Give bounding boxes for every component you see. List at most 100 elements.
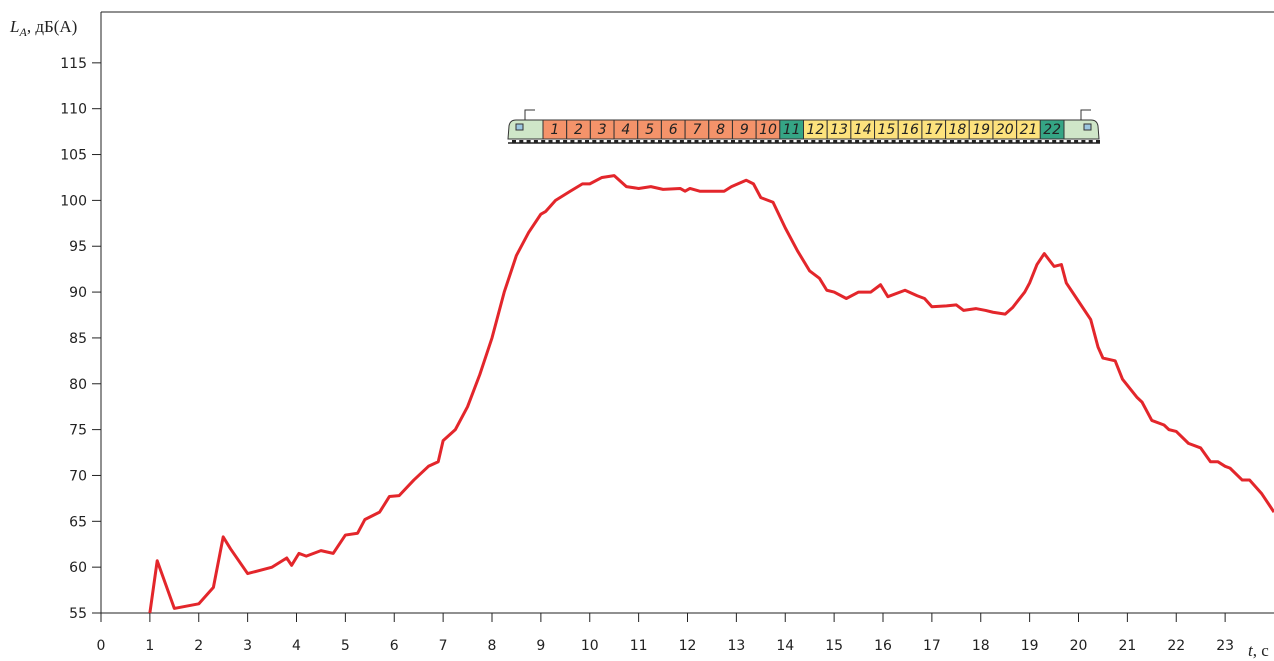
y-tick-label: 80	[69, 377, 87, 393]
x-tick-label: 20	[1070, 638, 1088, 654]
car-number: 2	[574, 122, 583, 138]
x-tick-label: 2	[194, 638, 203, 654]
wheel	[994, 140, 998, 143]
x-tick-label: 6	[390, 638, 399, 654]
wheel	[1067, 140, 1071, 143]
cab-window	[516, 124, 523, 130]
wheel	[1001, 140, 1005, 143]
wheel	[629, 140, 633, 143]
wheel	[928, 140, 932, 143]
wheel	[665, 140, 669, 143]
x-tick-label: 23	[1216, 638, 1234, 654]
x-tick-label: 12	[679, 638, 697, 654]
train: 12345678910111213141516171819202122	[508, 110, 1100, 143]
x-tick-label: 16	[874, 638, 892, 654]
wheel	[534, 140, 538, 143]
x-tick-label: 22	[1167, 638, 1185, 654]
y-tick-label: 95	[69, 239, 87, 255]
x-tick-label: 13	[727, 638, 745, 654]
wheel	[833, 140, 837, 143]
car-number: 13	[830, 122, 848, 138]
car-number: 6	[669, 122, 678, 138]
y-tick-label: 75	[69, 423, 87, 439]
wheel	[1096, 140, 1100, 143]
wheel	[556, 140, 560, 143]
wheel	[563, 140, 567, 143]
wheel	[585, 140, 589, 143]
x-tick-label: 15	[825, 638, 843, 654]
y-tick-label: 100	[60, 193, 87, 209]
wheel	[1023, 140, 1027, 143]
wheel	[943, 140, 947, 143]
wheel	[804, 140, 808, 143]
x-tick-label: 8	[488, 638, 497, 654]
y-tick-label: 60	[69, 560, 87, 576]
car-number: 11	[783, 122, 801, 138]
wheel	[1008, 140, 1012, 143]
y-axis-label: LA, дБ(А)	[9, 17, 77, 39]
wheel	[760, 140, 764, 143]
wheel	[527, 140, 531, 143]
x-tick-label: 1	[145, 638, 154, 654]
wheel	[592, 140, 596, 143]
wheel	[1045, 140, 1049, 143]
wheel	[906, 140, 910, 143]
wheel	[753, 140, 757, 143]
wheel	[965, 140, 969, 143]
wheel	[826, 140, 830, 143]
wheel	[738, 140, 742, 143]
wheel	[892, 140, 896, 143]
x-tick-label: 11	[630, 638, 648, 654]
chart: LA, дБ(А) t, с 1234567891011121314151617…	[0, 0, 1274, 661]
wheel	[797, 140, 801, 143]
wheel	[768, 140, 772, 143]
wheel	[789, 140, 793, 143]
wheel	[855, 140, 859, 143]
x-tick-label: 9	[536, 638, 545, 654]
wheel	[695, 140, 699, 143]
car-number: 14	[854, 122, 872, 138]
car-number: 21	[1020, 122, 1038, 138]
y-label-main: L	[9, 17, 19, 36]
car-number: 17	[925, 122, 943, 138]
wheel	[1052, 140, 1056, 143]
y-tick-label: 85	[69, 331, 87, 347]
wheel	[921, 140, 925, 143]
x-tick-label: 4	[292, 638, 301, 654]
wheel	[724, 140, 728, 143]
wheel	[979, 140, 983, 143]
car-number: 16	[901, 122, 919, 138]
wheel	[746, 140, 750, 143]
wheel	[1016, 140, 1020, 143]
y-tick-label: 70	[69, 468, 87, 484]
wheel	[673, 140, 677, 143]
wheel	[687, 140, 691, 143]
x-tick-label: 5	[341, 638, 350, 654]
car-number: 20	[996, 122, 1014, 138]
y-tick-label: 115	[60, 56, 87, 72]
x-tick-label: 7	[439, 638, 448, 654]
y-tick-label: 105	[60, 148, 87, 164]
wheel	[636, 140, 640, 143]
wheel	[914, 140, 918, 143]
wheel	[1081, 140, 1085, 143]
wheel	[716, 140, 720, 143]
x-tick-label: 14	[776, 638, 794, 654]
wheel	[622, 140, 626, 143]
cab-window	[1084, 124, 1091, 130]
x-tick-label: 19	[1021, 638, 1039, 654]
x-tick-label: 3	[243, 638, 252, 654]
y-label-unit: , дБ(А)	[27, 17, 78, 36]
wheel	[549, 140, 553, 143]
wheel	[957, 140, 961, 143]
x-tick-label: 17	[923, 638, 941, 654]
wheel	[987, 140, 991, 143]
wheel	[1074, 140, 1078, 143]
wheel	[935, 140, 939, 143]
x-axis-label: t, с	[1248, 641, 1269, 660]
y-tick-label: 55	[69, 606, 87, 622]
wheel	[600, 140, 604, 143]
wheel	[519, 140, 523, 143]
pantograph	[1081, 110, 1091, 120]
wheel	[950, 140, 954, 143]
